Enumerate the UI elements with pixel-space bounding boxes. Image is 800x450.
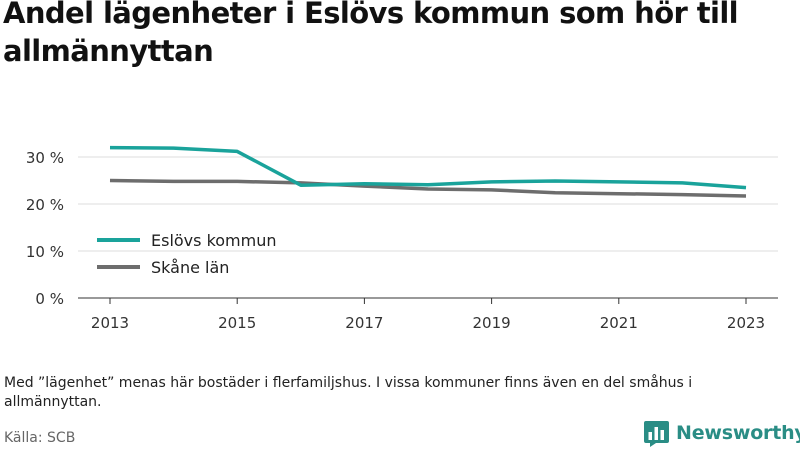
x-tick-label: 2023: [727, 314, 765, 332]
x-tick-label: 2015: [218, 314, 256, 332]
y-axis-tick-labels: 0 % 10 % 20 % 30 %: [26, 149, 64, 308]
y-tick-label: 30 %: [26, 149, 64, 167]
source-label: Källa: SCB: [4, 430, 76, 446]
x-tick-label: 2019: [473, 314, 511, 332]
legend-label: Skåne län: [151, 258, 229, 277]
legend-label: Eslövs kommun: [151, 231, 277, 250]
brand-name: Newsworthy: [676, 422, 800, 444]
legend: Eslövs kommun Skåne län: [97, 231, 277, 277]
y-tick-label: 10 %: [26, 243, 64, 261]
x-tick-label: 2021: [600, 314, 638, 332]
y-tick-label: 20 %: [26, 196, 64, 214]
x-axis: 2013 2015 2017 2019 2021 2023: [78, 297, 778, 332]
x-tick-label: 2013: [91, 314, 129, 332]
chart-title: Andel lägenheter i Eslövs kommun som hör…: [3, 0, 739, 68]
data-series: [109, 145, 747, 198]
newsworthy-logo-icon: [644, 420, 669, 447]
y-tick-label: 0 %: [35, 290, 64, 308]
series-line-0: [109, 145, 747, 190]
series-line-1: [109, 178, 747, 198]
gridlines: [78, 156, 778, 252]
brand-logo: Newsworthy: [644, 419, 800, 447]
line-chart: 0 % 10 % 20 % 30 % 2013 2015 2017 2019 2021 2023…: [26, 145, 778, 332]
footnote: Med ”lägenhet” menas här bostäder i fler…: [4, 375, 693, 410]
x-tick-label: 2017: [345, 314, 383, 332]
